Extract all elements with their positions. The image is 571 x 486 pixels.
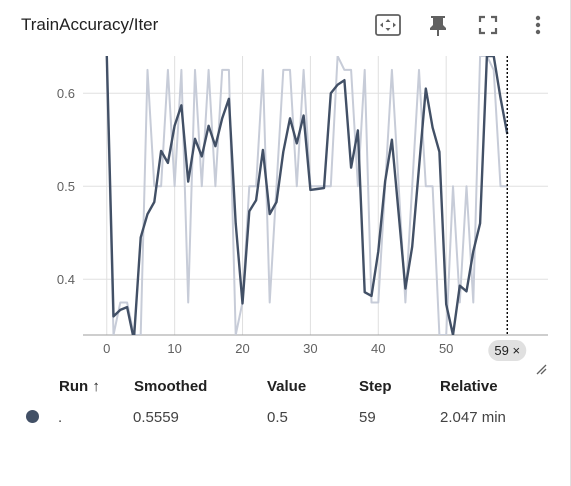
- col-header-smoothed[interactable]: Smoothed: [134, 378, 208, 395]
- pin-icon[interactable]: [423, 10, 453, 40]
- x-tick-label: 0: [103, 341, 110, 356]
- resize-handle-icon[interactable]: [536, 364, 547, 375]
- cell-step: 59: [359, 409, 376, 426]
- fullscreen-icon[interactable]: [473, 10, 503, 40]
- col-header-step[interactable]: Step: [359, 378, 392, 395]
- chart-title: TrainAccuracy/Iter: [21, 15, 159, 34]
- x-tick-label: 20: [235, 341, 249, 356]
- chart-area[interactable]: 0.4 0.5 0.6 0 10 20 30 40 50 59 ×: [0, 52, 571, 377]
- col-header-relative[interactable]: Relative: [440, 378, 498, 395]
- line-chart[interactable]: 0.4 0.5 0.6 0 10 20 30 40 50 59 ×: [0, 52, 571, 377]
- hover-step-chip-label: 59 ×: [494, 343, 520, 358]
- cell-run: .: [58, 409, 63, 426]
- col-header-value[interactable]: Value: [267, 378, 307, 395]
- fit-domain-icon[interactable]: [373, 10, 403, 40]
- x-tick-label: 50: [439, 341, 453, 356]
- cell-value: 0.5: [267, 409, 288, 426]
- y-tick-label: 0.6: [57, 86, 75, 101]
- y-tick-label: 0.5: [57, 179, 75, 194]
- cell-smoothed: 0.5559: [133, 409, 179, 426]
- col-header-run[interactable]: Run ↑: [59, 378, 100, 395]
- hover-step-chip[interactable]: [488, 340, 527, 361]
- raw-series-line: [105, 56, 508, 335]
- y-tick-label: 0.4: [57, 272, 75, 287]
- run-color-swatch: [26, 410, 39, 423]
- cell-relative: 2.047 min: [440, 409, 506, 426]
- smoothed-series-line: [105, 56, 509, 335]
- x-tick-label: 40: [371, 341, 385, 356]
- x-tick-label: 10: [167, 341, 181, 356]
- card-header: TrainAccuracy/Iter: [0, 0, 571, 52]
- more-vert-icon[interactable]: [523, 10, 553, 40]
- x-tick-label: 30: [303, 341, 317, 356]
